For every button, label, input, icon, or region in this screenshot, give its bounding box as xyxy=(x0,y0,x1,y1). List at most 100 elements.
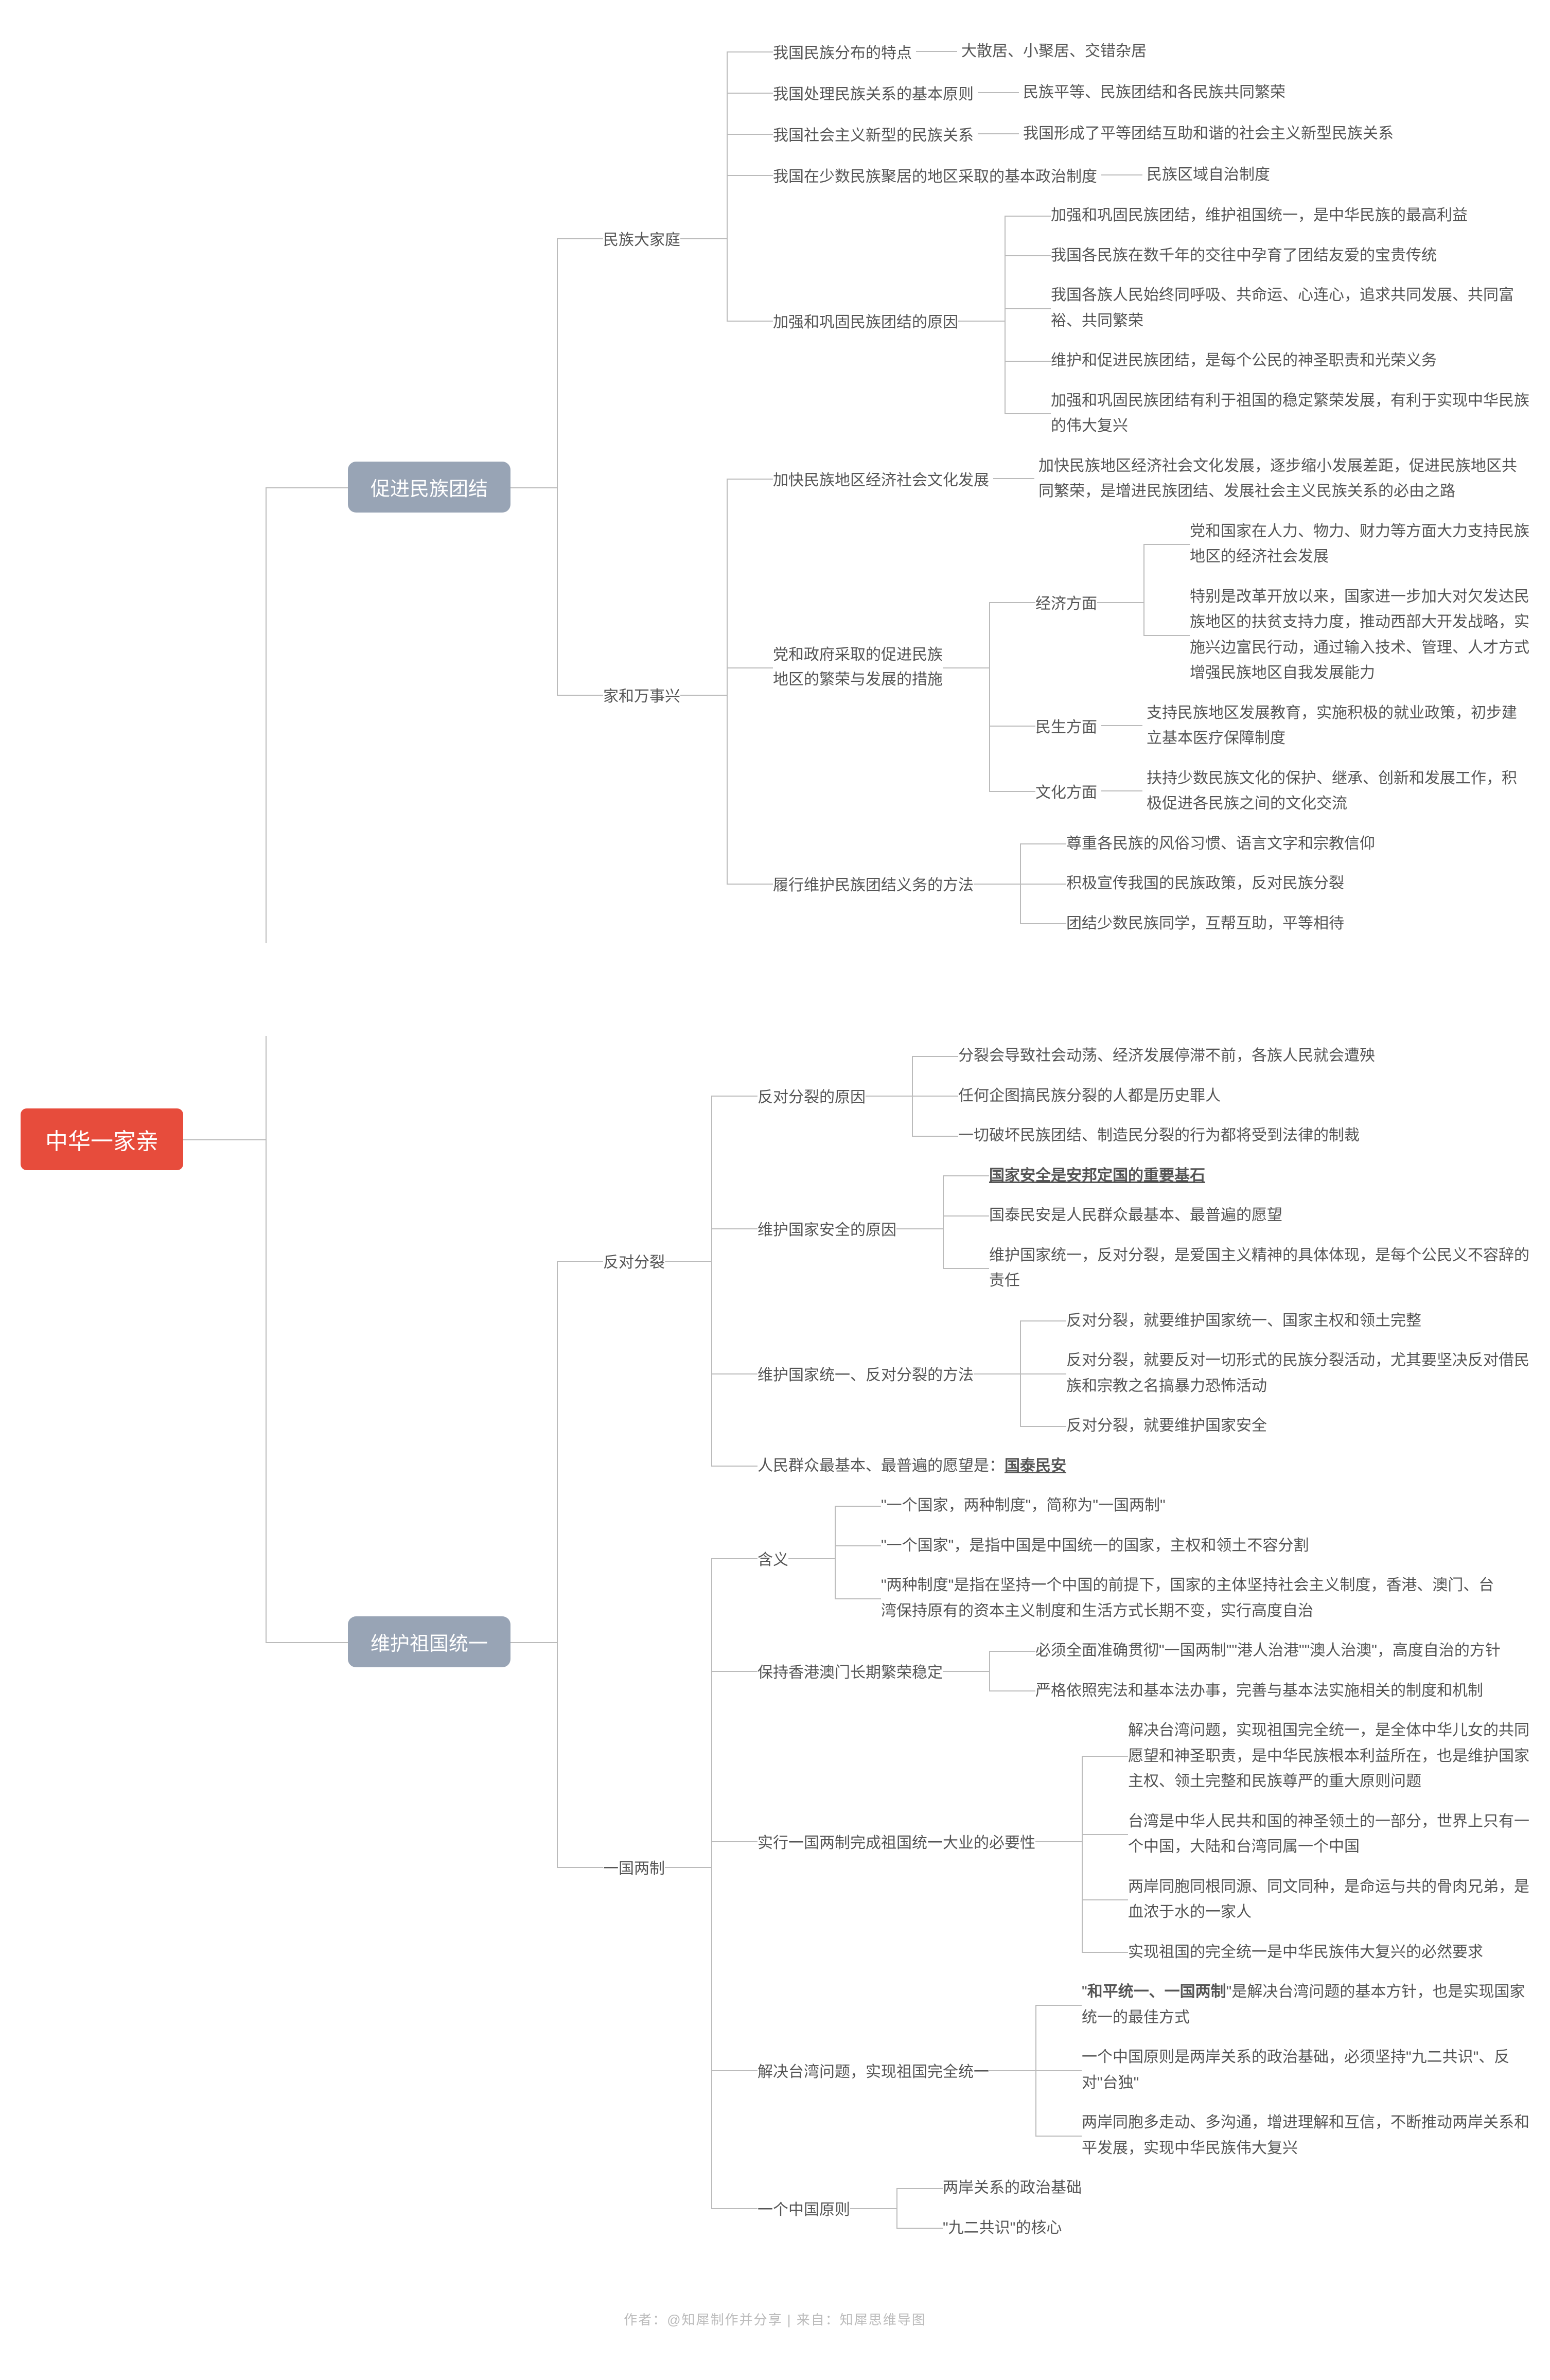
branch: 加强和巩固民族团结有利于祖国的稳定繁荣发展，有利于实现中华民族的伟大复兴 xyxy=(1005,381,1529,446)
branch: 特别是改革开放以来，国家进一步加大对欠发达民族地区的扶贫支持力度，推动西部大开发… xyxy=(1143,577,1529,693)
connector xyxy=(989,1972,1035,2168)
children-group: 经济方面 党和国家在人力、物力、财力等方面大力支持民族地区的经济社会发展特别是改革… xyxy=(989,512,1529,824)
connector xyxy=(711,1486,758,1631)
leaf-text: 国泰民安是人民群众最基本、最普遍的愿望 xyxy=(989,1195,1282,1236)
connector xyxy=(835,1526,881,1566)
connector xyxy=(1082,1802,1128,1867)
branch: 国泰民安是人民群众最基本、最普遍的愿望 xyxy=(943,1195,1529,1236)
leaf-text: 党和国家在人力、物力、财力等方面大力支持民族地区的经济社会发展 xyxy=(1190,512,1529,577)
branch: 反对分裂，就要反对一切形式的民族分裂活动，尤其要坚决反对借民族和宗教之名搞暴力恐… xyxy=(1020,1341,1529,1406)
footer-credit: 作者：@知犀制作并分享 | 来自：知犀思维导图 xyxy=(21,2310,1529,2329)
connector xyxy=(557,1486,603,2248)
branch: 我国各族人民始终同呼吸、共命运、心连心，追求共同发展、共同富裕、共同繁荣 xyxy=(1005,275,1529,341)
connector xyxy=(711,1631,758,1711)
dash-connector xyxy=(978,133,1019,134)
leaf-text: 解决台湾问题，实现祖国完全统一，是全体中华儿女的共同愿望和神圣职责，是中华民族根… xyxy=(1128,1711,1529,1802)
connector xyxy=(1035,1711,1082,1972)
connector xyxy=(711,1972,758,2168)
leaf-text: 两岸同胞同根同源、同文同种，是命运与共的骨肉兄弟，是血浓于水的一家人 xyxy=(1128,1867,1529,1932)
node-label: 我国在少数民族聚居的地区采取的基本政治制度 xyxy=(773,154,1097,196)
root-children: 促进民族团结民族大家庭我国民族分布的特点大散居、小聚居、交错杂居我国处理民族关系… xyxy=(266,31,1529,2248)
connector xyxy=(989,759,1035,824)
branch: 一个中国原则是两岸关系的政治基础，必须坚持"九二共识"、反对"台独" xyxy=(1035,2037,1529,2103)
children-group: 必须全面准确贯彻"一国两制""港人治港""澳人治澳"，高度自治的方针严格依照宪法… xyxy=(989,1631,1501,1711)
branch: 加快民族地区经济社会文化发展加快民族地区经济社会文化发展，逐步缩小发展差距，促进… xyxy=(727,446,1529,512)
node-label: 民生方面 xyxy=(1035,705,1097,746)
leaf-text: 人民群众最基本、最普遍的愿望是：国泰民安 xyxy=(758,1446,1066,1486)
branch: 人民群众最基本、最普遍的愿望是：国泰民安 xyxy=(711,1446,1529,1486)
node-row: 反对分裂反对分裂的原因分裂会导致社会动荡、经济发展停滞不前，各族人民就会遭殃任何… xyxy=(603,1036,1529,1486)
node-label: 保持香港澳门长期繁荣稳定 xyxy=(758,1650,943,1691)
node-row: 党和政府采取的促进民族地区的繁荣与发展的措施 经济方面 党和国家在人力、物力、财力等… xyxy=(773,512,1529,824)
node-row: 加快民族地区经济社会文化发展加快民族地区经济社会文化发展，逐步缩小发展差距，促进… xyxy=(773,446,1529,512)
connector xyxy=(989,693,1035,759)
connector xyxy=(835,1486,881,1526)
node-label: 含义 xyxy=(758,1538,788,1579)
node-row: 文化方面 扶持少数民族文化的保护、继承、创新和发展工作，积极促进各民族之间的文化交… xyxy=(1035,759,1529,824)
node-label: 经济方面 xyxy=(1035,581,1097,623)
section-pill: 维护祖国统一 xyxy=(348,1616,510,1667)
node-row: 加强和巩固民族团结的原因加强和巩固民族团结，维护祖国统一，是中华民族的最高利益我… xyxy=(773,196,1529,446)
connector xyxy=(989,512,1035,693)
connector xyxy=(1020,1341,1066,1406)
node-label: 我国处理民族关系的基本原则 xyxy=(773,72,974,113)
connector xyxy=(1020,1406,1066,1446)
node-label: 解决台湾问题，实现祖国完全统一 xyxy=(758,2050,989,2091)
node-label: 文化方面 xyxy=(1035,770,1097,812)
connector xyxy=(912,1036,958,1076)
branch: 民族大家庭我国民族分布的特点大散居、小聚居、交错杂居我国处理民族关系的基本原则民… xyxy=(557,31,1529,446)
connector xyxy=(711,1446,758,1486)
node-label: 一国两制 xyxy=(603,1846,665,1888)
leaf-text: 我国形成了平等团结互助和谐的社会主义新型民族关系 xyxy=(1023,114,1394,154)
connector xyxy=(1020,863,1066,904)
connector xyxy=(1005,275,1051,341)
children-group: 反对分裂的原因分裂会导致社会动荡、经济发展停滞不前，各族人民就会遭殃任何企图搞民… xyxy=(711,1036,1529,1486)
node-row: 我国民族分布的特点大散居、小聚居、交错杂居 xyxy=(773,31,1147,72)
leaf-text: "九二共识"的核心 xyxy=(943,2208,1062,2248)
connector xyxy=(943,1195,989,1236)
branch: 家和万事兴 加快民族地区经济社会文化发展加快民族地区经济社会文化发展，逐步缩小发展… xyxy=(557,446,1529,944)
connector xyxy=(266,1036,348,2248)
connector xyxy=(974,824,1020,944)
leaf-text: 一个中国原则是两岸关系的政治基础，必须坚持"九二共识"、反对"台独" xyxy=(1082,2037,1529,2103)
branch: 反对分裂的原因分裂会导致社会动荡、经济发展停滞不前，各族人民就会遭殃任何企图搞民… xyxy=(711,1036,1529,1156)
leaf-text: 维护国家统一，反对分裂，是爱国主义精神的具体体现，是每个公民义不容辞的责任 xyxy=(989,1236,1529,1301)
node-row: 维护国家统一、反对分裂的方法反对分裂，就要维护国家统一、国家主权和领土完整反对分… xyxy=(758,1301,1529,1446)
leaf-text: 反对分裂，就要反对一切形式的民族分裂活动，尤其要坚决反对借民族和宗教之名搞暴力恐… xyxy=(1066,1341,1529,1406)
section-branch: 维护祖国统一 反对分裂反对分裂的原因分裂会导致社会动荡、经济发展停滞不前，各族人民… xyxy=(266,1036,1529,2248)
connector xyxy=(943,1156,989,1196)
connector xyxy=(1005,196,1051,236)
branch: 必须全面准确贯彻"一国两制""港人治港""澳人治澳"，高度自治的方针 xyxy=(989,1631,1501,1671)
connector xyxy=(866,1036,912,1156)
node-row: 实行一国两制完成祖国统一大业的必要性解决台湾问题，实现祖国完全统一，是全体中华儿… xyxy=(758,1711,1529,1972)
node-label: 家和万事兴 xyxy=(603,674,680,715)
node-row: 保持香港澳门长期繁荣稳定 必须全面准确贯彻"一国两制""港人治港""澳人治澳"，高… xyxy=(758,1631,1501,1711)
connector xyxy=(1005,381,1051,446)
dash-connector xyxy=(916,51,957,52)
node-row: 解决台湾问题，实现祖国完全统一 "和平统一、一国两制"是解决台湾问题的基本方针，也… xyxy=(758,1972,1529,2168)
connector xyxy=(989,1631,1035,1671)
children-group: 党和国家在人力、物力、财力等方面大力支持民族地区的经济社会发展特别是改革开放以来… xyxy=(1143,512,1529,693)
connector xyxy=(727,196,773,446)
node-row: 维护国家安全的原因国家安全是安邦定国的重要基石国泰民安是人民群众最基本、最普遍的… xyxy=(758,1156,1529,1301)
leaf-text: 我国各民族在数千年的交往中孕育了团结友爱的宝贵传统 xyxy=(1051,236,1437,276)
branch: 实行一国两制完成祖国统一大业的必要性解决台湾问题，实现祖国完全统一，是全体中华儿… xyxy=(711,1711,1529,1972)
children-group: "和平统一、一国两制"是解决台湾问题的基本方针，也是实现国家统一的最佳方式一个中… xyxy=(1035,1972,1529,2168)
leaf-text: 两岸同胞多走动、多沟通，增进理解和互信，不断推动两岸关系和平发展，实现中华民族伟… xyxy=(1082,2103,1529,2168)
branch: 经济方面 党和国家在人力、物力、财力等方面大力支持民族地区的经济社会发展特别是改革… xyxy=(989,512,1529,693)
node-row: 民族大家庭我国民族分布的特点大散居、小聚居、交错杂居我国处理民族关系的基本原则民… xyxy=(603,31,1529,446)
leaf-text: 扶持少数民族文化的保护、继承、创新和发展工作，积极促进各民族之间的文化交流 xyxy=(1147,759,1529,824)
connector xyxy=(727,446,773,512)
connector xyxy=(510,31,557,943)
leaf-text: "一个国家，两种制度"，简称为"一国两制" xyxy=(881,1486,1166,1526)
branch: 国家安全是安邦定国的重要基石 xyxy=(943,1156,1529,1196)
node-label: 党和政府采取的促进民族地区的繁荣与发展的措施 xyxy=(773,633,943,701)
node-row: 我国社会主义新型的民族关系我国形成了平等团结互助和谐的社会主义新型民族关系 xyxy=(773,113,1394,154)
leaf-text: "两种制度"是指在坚持一个中国的前提下，国家的主体坚持社会主义制度，香港、澳门、… xyxy=(881,1565,1499,1631)
node-row: 一个中国原则两岸关系的政治基础"九二共识"的核心 xyxy=(758,2168,1082,2248)
leaf-text: 民族区域自治制度 xyxy=(1147,155,1270,195)
node-label: 维护国家统一、反对分裂的方法 xyxy=(758,1353,974,1394)
connector xyxy=(1082,1711,1128,1802)
connector xyxy=(850,2168,896,2248)
connector xyxy=(727,512,773,824)
